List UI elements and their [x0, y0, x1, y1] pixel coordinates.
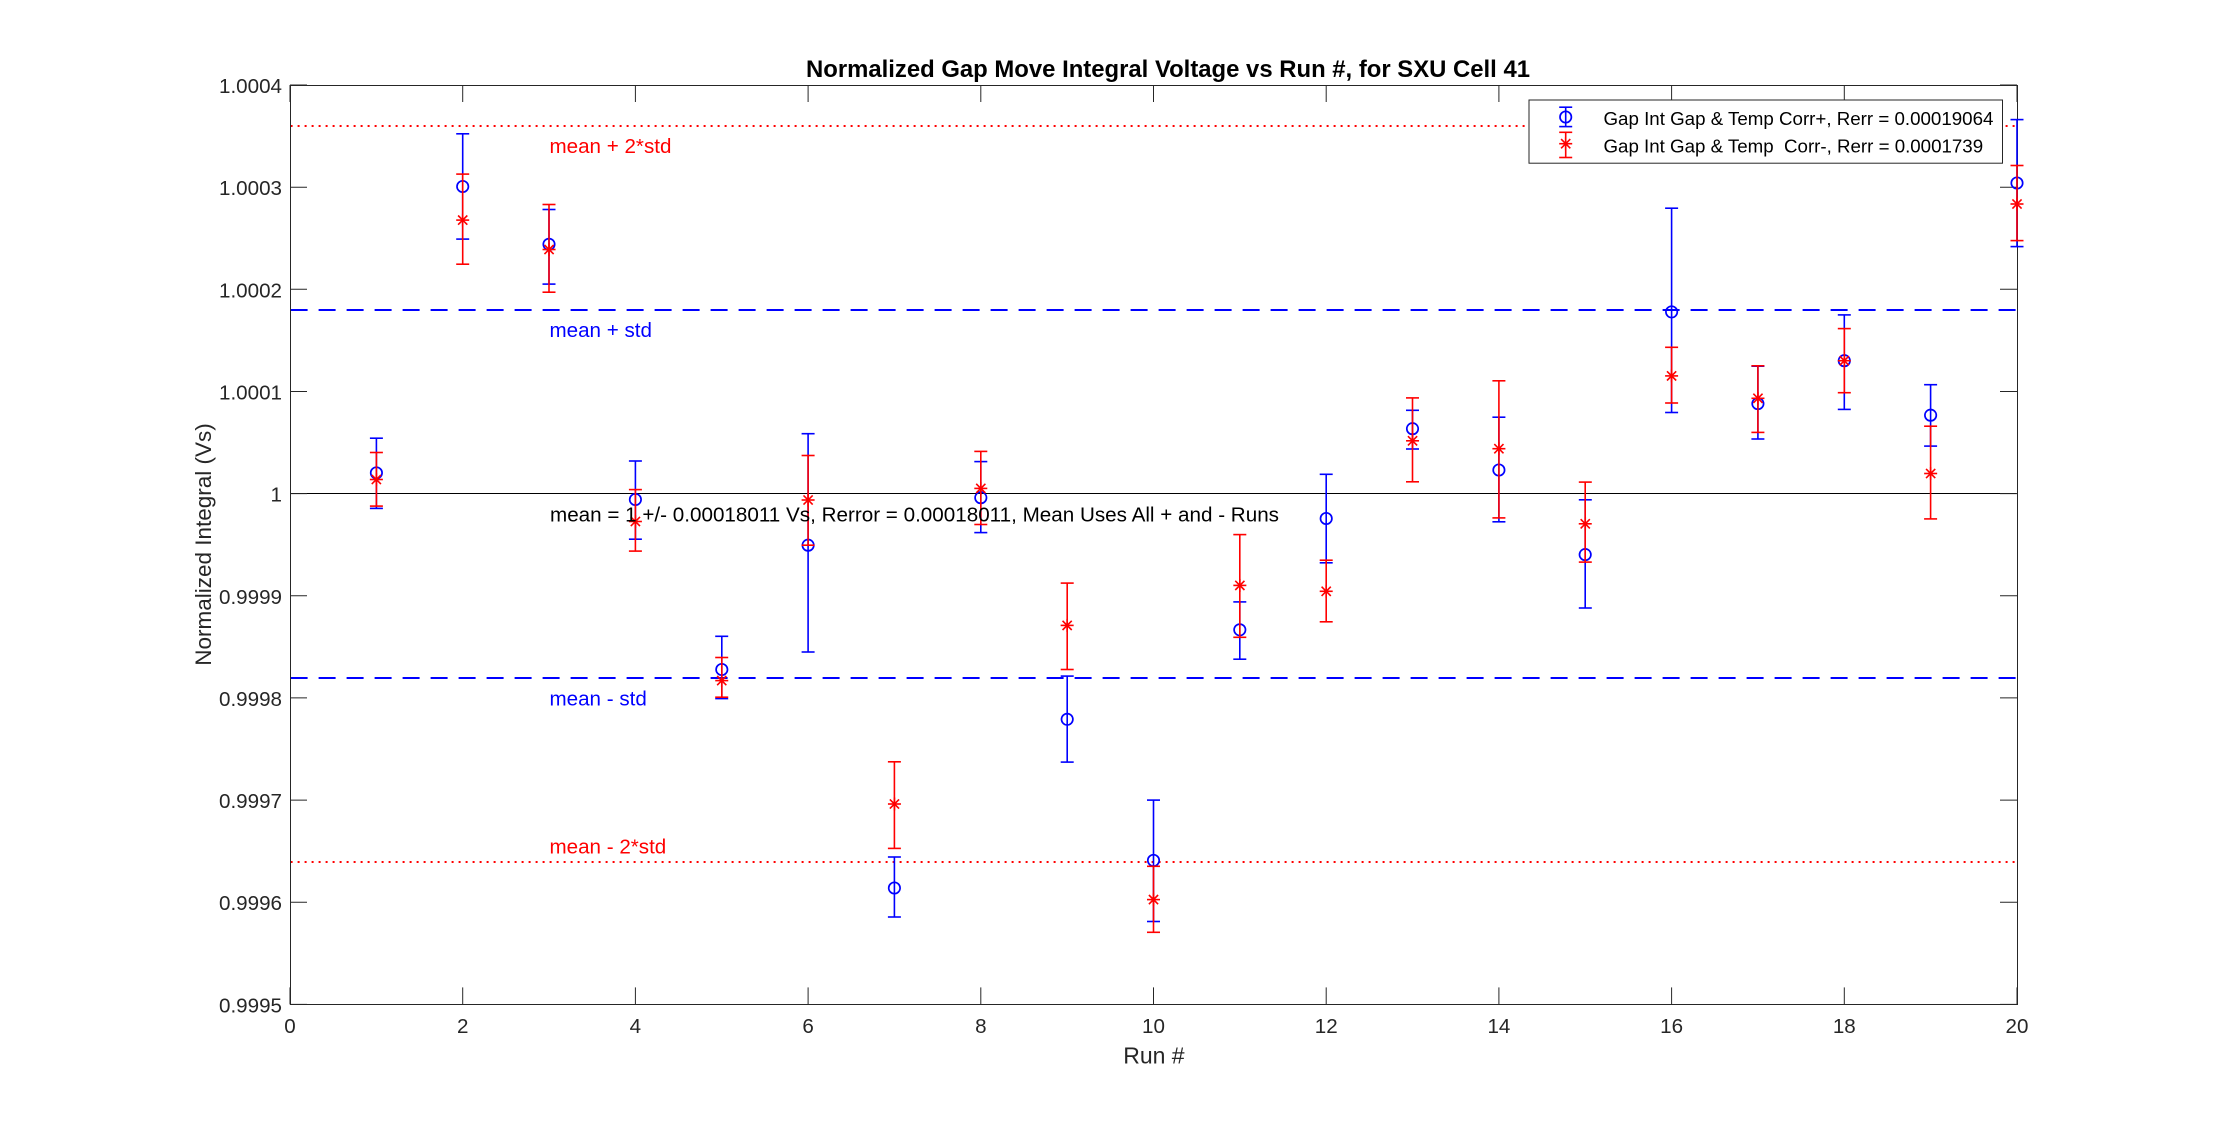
svg-text:1: 1 [271, 484, 282, 507]
svg-text:1.0004: 1.0004 [219, 75, 282, 98]
svg-text:1.0001: 1.0001 [219, 382, 282, 405]
svg-text:mean + std: mean + std [550, 319, 652, 342]
svg-text:6: 6 [802, 1015, 813, 1038]
svg-text:1.0002: 1.0002 [219, 279, 282, 302]
svg-text:8: 8 [975, 1015, 986, 1038]
svg-text:4: 4 [630, 1015, 641, 1038]
svg-text:mean - 2*std: mean - 2*std [550, 835, 667, 858]
svg-text:mean = 1 +/- 0.00018011 Vs, Re: mean = 1 +/- 0.00018011 Vs, Rerror = 0.0… [550, 504, 1279, 527]
svg-text:0.9996: 0.9996 [219, 892, 282, 915]
svg-text:18: 18 [1833, 1015, 1856, 1038]
svg-text:12: 12 [1315, 1015, 1338, 1038]
svg-text:0.9995: 0.9995 [219, 994, 282, 1017]
svg-text:Run #: Run # [1123, 1043, 1185, 1069]
svg-text:Normalized Integral (Vs): Normalized Integral (Vs) [191, 423, 216, 666]
svg-text:2: 2 [457, 1015, 468, 1038]
svg-text:mean - std: mean - std [550, 687, 647, 710]
svg-text:16: 16 [1660, 1015, 1683, 1038]
svg-text:0.9999: 0.9999 [219, 586, 282, 609]
svg-text:10: 10 [1142, 1015, 1165, 1038]
svg-text:0.9997: 0.9997 [219, 790, 282, 813]
svg-text:Gap Int Gap & Temp Corr-, Rer: Gap Int Gap & Temp Corr-, Rerr = 0.00017… [1604, 136, 1984, 157]
svg-text:1.0003: 1.0003 [219, 177, 282, 200]
svg-text:0: 0 [284, 1015, 295, 1038]
svg-text:14: 14 [1487, 1015, 1510, 1038]
svg-text:Normalized Gap Move Integral V: Normalized Gap Move Integral Voltage vs … [806, 56, 1530, 83]
svg-text:20: 20 [2006, 1015, 2029, 1038]
svg-text:mean + 2*std: mean + 2*std [550, 135, 672, 158]
svg-text:Gap Int Gap & Temp Corr+, Rerr: Gap Int Gap & Temp Corr+, Rerr = 0.00019… [1604, 108, 1994, 129]
svg-text:0.9998: 0.9998 [219, 688, 282, 711]
